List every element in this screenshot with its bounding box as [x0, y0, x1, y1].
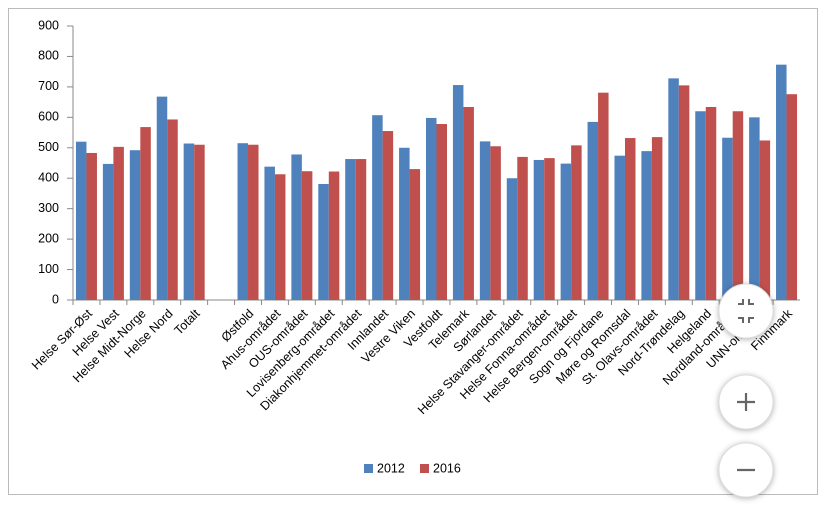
bar	[237, 143, 249, 300]
bar	[75, 141, 87, 300]
bar	[102, 163, 114, 300]
bar	[183, 143, 195, 300]
bar	[248, 144, 259, 300]
bar	[571, 145, 582, 300]
bar	[140, 127, 151, 300]
bar	[479, 141, 491, 300]
y-tick-label: 800	[38, 49, 59, 63]
bar	[544, 158, 555, 300]
bar	[436, 124, 448, 300]
bar	[587, 121, 599, 301]
y-tick-label: 100	[38, 262, 59, 276]
bar	[732, 111, 744, 300]
bar	[409, 169, 421, 300]
bar	[318, 184, 329, 300]
y-tick-label: 400	[38, 171, 59, 185]
y-tick-label: 700	[38, 79, 59, 93]
bar	[372, 115, 383, 300]
bar	[86, 152, 97, 300]
bar	[274, 174, 286, 300]
y-tick-label: 200	[38, 231, 59, 245]
bar	[345, 159, 356, 300]
y-tick-label: 900	[38, 18, 59, 32]
bar	[399, 147, 410, 300]
bar	[651, 137, 663, 300]
bar	[129, 150, 141, 300]
bar	[167, 119, 178, 300]
y-tick-label: 300	[38, 201, 59, 215]
bar	[641, 151, 652, 300]
bar	[425, 117, 437, 300]
bar	[301, 171, 313, 300]
bar	[463, 106, 474, 300]
bar	[695, 111, 706, 300]
bar	[776, 64, 787, 300]
bar	[264, 166, 275, 300]
bar	[786, 94, 798, 300]
bar	[598, 92, 609, 300]
legend-label: 2016	[433, 461, 461, 475]
legend-swatch	[420, 464, 429, 473]
bar	[382, 131, 394, 300]
y-tick-label: 600	[38, 110, 59, 124]
bar	[759, 140, 771, 300]
bar	[624, 138, 636, 300]
bar	[749, 117, 760, 300]
bar	[194, 144, 205, 300]
bar	[533, 159, 545, 300]
zoom-in-button[interactable]	[718, 374, 774, 430]
y-tick-label: 500	[38, 140, 59, 154]
bar	[517, 156, 528, 300]
bar	[328, 171, 340, 300]
bar	[156, 96, 168, 301]
bar	[490, 146, 501, 300]
bar	[113, 146, 124, 300]
bar	[291, 154, 302, 300]
legend-label: 2012	[377, 461, 405, 475]
legend-swatch	[364, 464, 373, 473]
bar	[560, 163, 572, 300]
bar	[355, 159, 367, 300]
bar	[722, 137, 733, 300]
bar	[452, 85, 464, 300]
bar	[506, 178, 518, 300]
bar	[678, 85, 690, 300]
bar	[705, 106, 717, 300]
bar	[614, 155, 625, 300]
zoom-out-button[interactable]	[718, 442, 774, 498]
y-tick-label: 0	[52, 292, 59, 306]
bar	[668, 78, 679, 300]
fullscreen-exit-button[interactable]	[718, 283, 774, 339]
